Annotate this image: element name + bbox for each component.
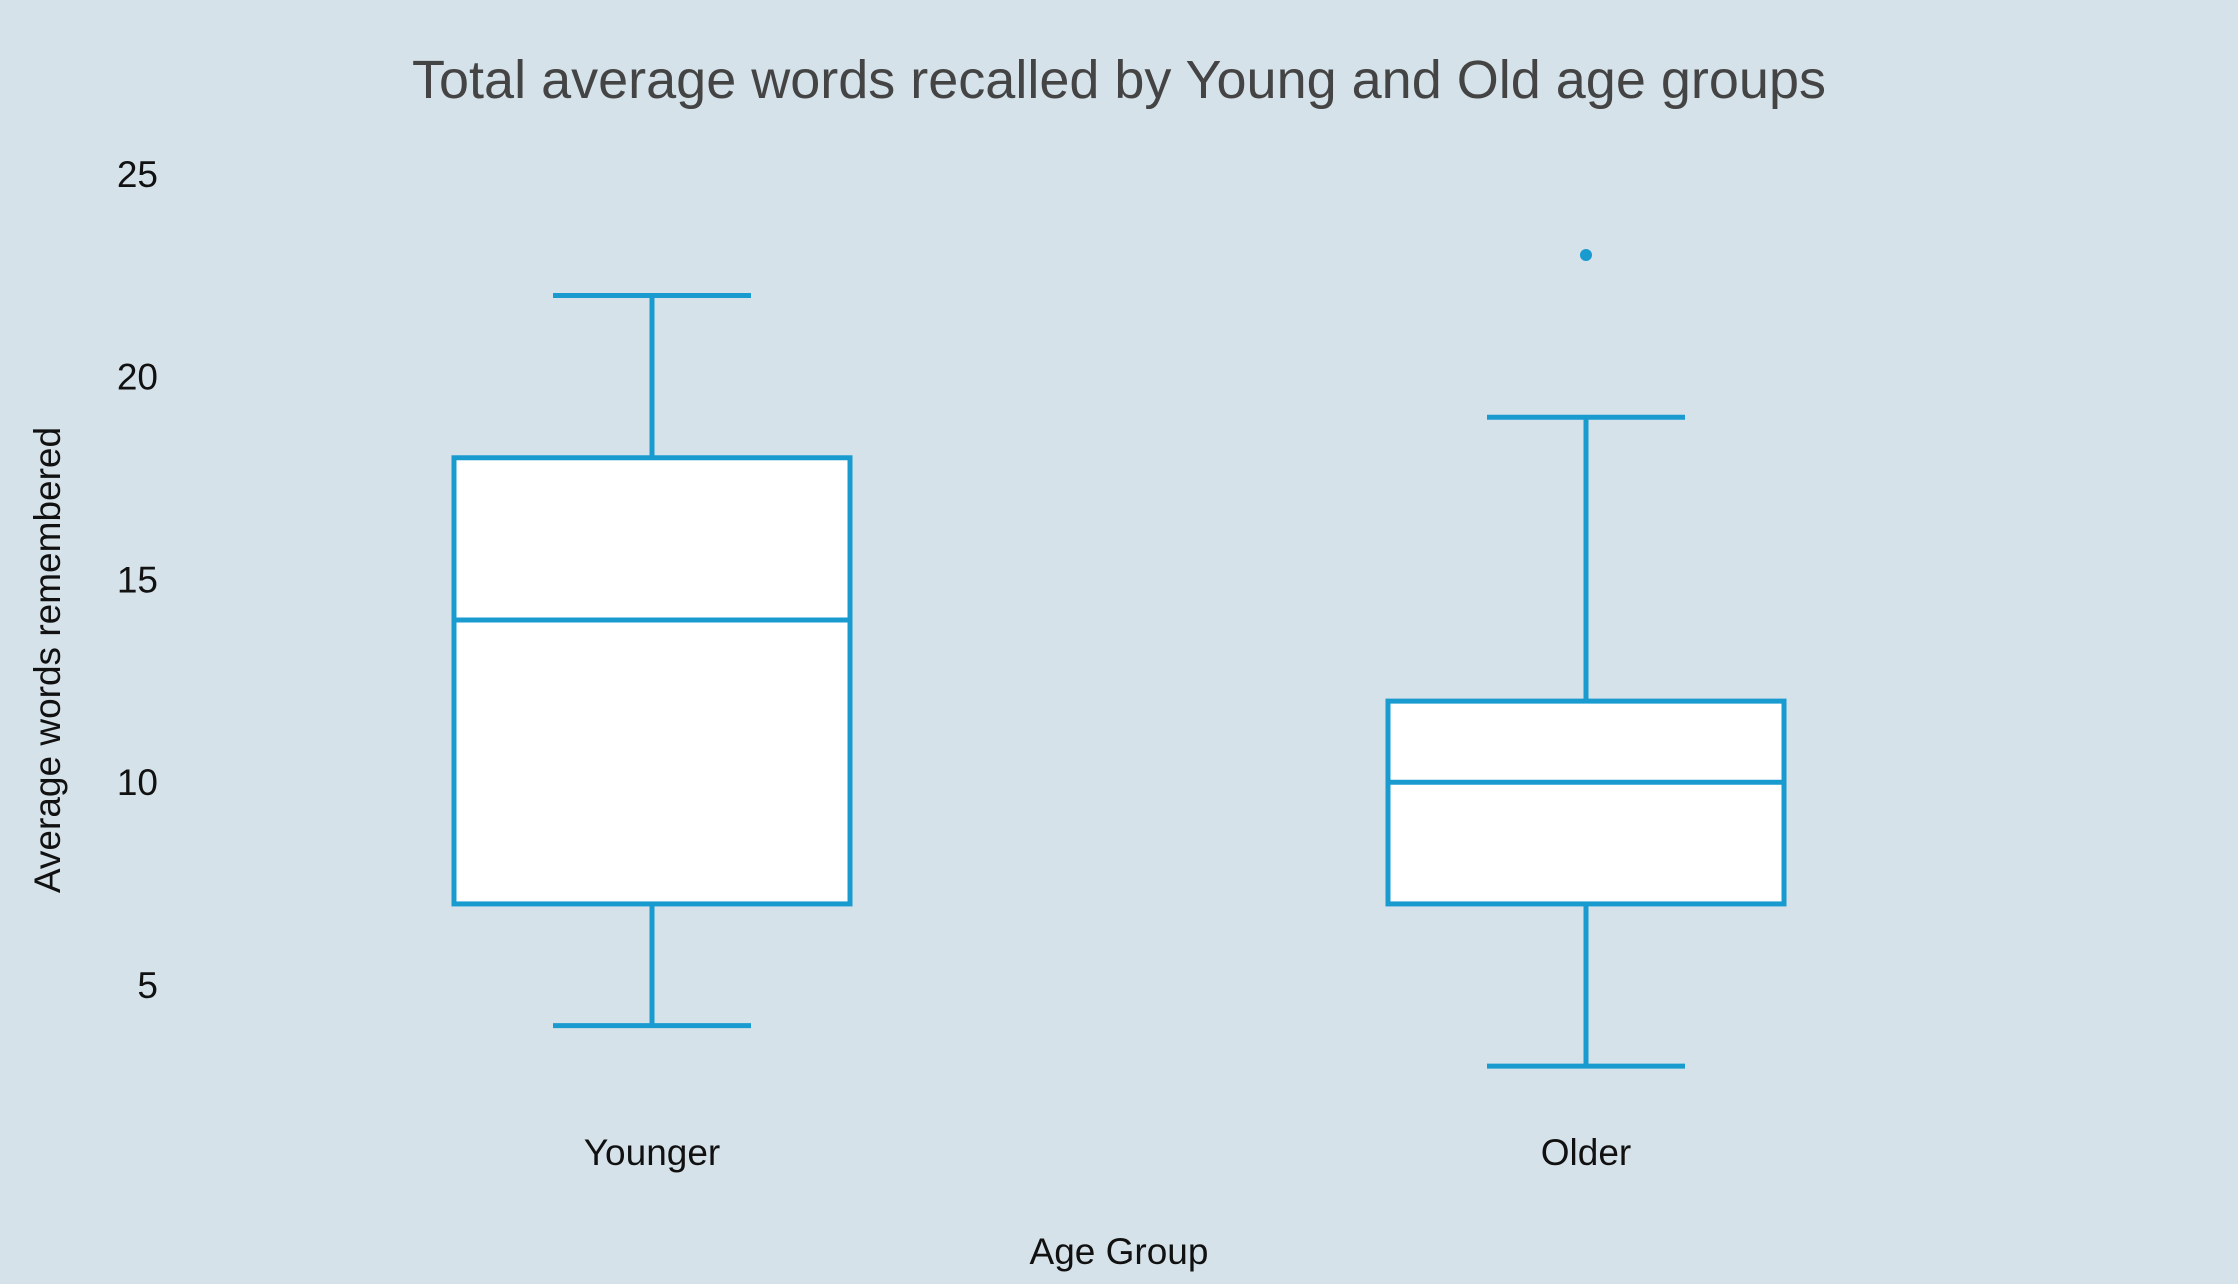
interquartile-box [451, 455, 853, 907]
x-tick-label: Older [1541, 1132, 1631, 1173]
y-tick-label: 5 [137, 965, 158, 1006]
y-tick-label: 10 [117, 762, 158, 803]
y-axis-ticks: 5 10 15 20 25 [117, 154, 158, 1006]
y-axis-title: Average words remembered [27, 427, 68, 893]
y-tick-label: 20 [117, 357, 158, 398]
x-tick-label: Younger [584, 1132, 721, 1173]
outlier-point [1580, 248, 1592, 261]
interquartile-box [1385, 698, 1787, 907]
box-younger [451, 293, 853, 1029]
x-axis-ticks: Younger Older [584, 1132, 1631, 1173]
box-older [1385, 248, 1787, 1069]
y-tick-label: 15 [117, 559, 158, 600]
x-axis-title: Age Group [1030, 1231, 1209, 1272]
y-tick-label: 25 [117, 154, 158, 195]
box-series [451, 248, 1787, 1069]
chart-title: Total average words recalled by Young an… [412, 50, 1826, 110]
